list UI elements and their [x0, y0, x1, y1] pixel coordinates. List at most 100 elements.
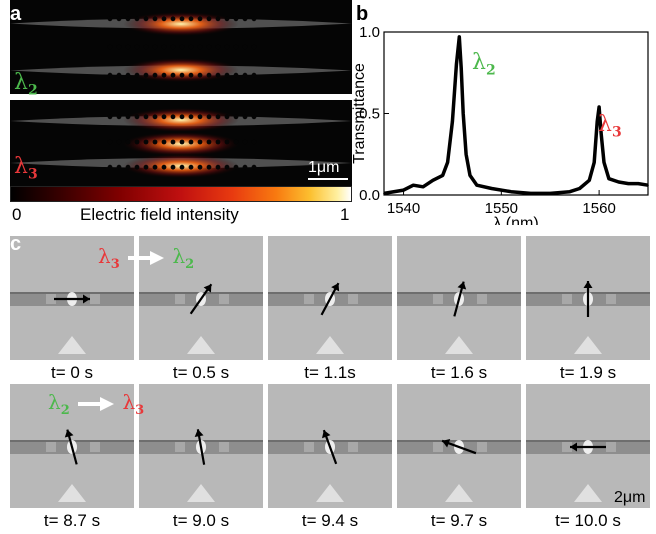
frame-image: [526, 281, 650, 354]
data-point: [446, 161, 449, 164]
photonic-hole: [170, 16, 176, 22]
photonic-hole: [107, 139, 113, 145]
microscope-frame: [526, 384, 650, 508]
photonic-hole: [179, 164, 185, 170]
photonic-hole: [179, 16, 185, 22]
frame-image: [139, 283, 263, 354]
data-point: [383, 192, 385, 195]
cavity-hole: [477, 294, 487, 304]
y-axis-label: Transmittance: [351, 63, 368, 164]
from-symbol: λ: [48, 390, 61, 414]
lambda-sub: 3: [27, 166, 38, 183]
photonic-hole: [197, 72, 203, 78]
peak2-label: λ2: [472, 52, 496, 81]
photonic-hole: [242, 114, 248, 120]
peak3-label: λ3: [598, 114, 622, 143]
data-point: [598, 106, 600, 108]
alignment-marker: [445, 484, 473, 502]
photonic-hole: [107, 44, 113, 50]
y-tick-label: 1.0: [359, 24, 380, 41]
photonic-hole: [134, 44, 140, 50]
frame-time-label: t= 0 s: [50, 363, 94, 382]
frame-image: [526, 440, 650, 502]
cavity-hole: [90, 442, 100, 452]
arrow-head-icon: [83, 294, 90, 304]
photonic-hole: [242, 164, 248, 170]
photonic-hole: [224, 44, 230, 50]
photonic-hole: [251, 114, 257, 120]
photonic-hole: [161, 139, 167, 145]
arrow-head-icon: [194, 429, 204, 437]
arrow-head-icon: [442, 439, 451, 448]
photonic-hole: [152, 139, 158, 145]
cavity-hole: [304, 442, 314, 452]
field-hotspot: [123, 108, 239, 132]
data-point: [458, 36, 461, 38]
cavity-hole: [46, 442, 56, 452]
colorbar-min-label: 0: [12, 205, 22, 224]
photonic-hole: [125, 139, 131, 145]
alignment-marker: [316, 336, 344, 354]
from-lambda: λ3: [98, 244, 120, 272]
cavity-hole: [433, 294, 443, 304]
alignment-marker: [574, 336, 602, 354]
frame-time-label: t= 0.5 s: [172, 363, 230, 382]
photonic-hole: [251, 16, 257, 22]
photonic-hole: [206, 114, 212, 120]
data-point: [462, 112, 464, 115]
data-point: [549, 192, 552, 195]
microscope-frame: [10, 384, 134, 508]
arrow-head-icon: [457, 281, 467, 290]
data-point: [617, 181, 620, 183]
frame-image: [397, 439, 521, 502]
photonic-hole: [161, 164, 167, 170]
lambda-sub: 2: [27, 82, 38, 99]
photonic-hole: [161, 44, 167, 50]
photonic-hole: [233, 139, 239, 145]
data-point: [469, 174, 471, 177]
photonic-hole: [143, 72, 149, 78]
simulation-bottom: [10, 100, 352, 194]
data-point: [412, 184, 415, 187]
alignment-marker: [187, 484, 215, 502]
photonic-hole: [179, 44, 185, 50]
arrow-head-icon: [583, 281, 593, 288]
photonic-hole: [134, 164, 140, 170]
frame-time-label: t= 1.9 s: [559, 363, 617, 382]
photonic-hole: [215, 16, 221, 22]
data-point: [432, 179, 434, 182]
colorbar: [10, 186, 352, 202]
data-point: [465, 153, 467, 156]
photonic-hole: [197, 139, 203, 145]
photonic-hole: [170, 139, 176, 145]
photonic-hole: [161, 16, 167, 22]
photonic-hole: [152, 114, 158, 120]
frame-image: [139, 429, 263, 502]
photonic-hole: [215, 44, 221, 50]
lambda-sub: 3: [611, 124, 622, 141]
photonic-hole: [224, 164, 230, 170]
frame-time-label: t= 9.7 s: [430, 511, 488, 530]
photonic-hole: [116, 114, 122, 120]
photonic-hole: [188, 114, 194, 120]
lambda-symbol: λ: [14, 154, 28, 179]
microscope-frame: [397, 384, 521, 508]
arrow-head-icon: [331, 283, 340, 292]
field-hotspot: [123, 12, 239, 36]
x-tick-label: 1540: [387, 200, 420, 217]
photonic-hole: [170, 114, 176, 120]
frame-image: [10, 429, 134, 502]
photonic-hole: [188, 72, 194, 78]
photonic-hole: [215, 164, 221, 170]
data-point: [441, 174, 444, 177]
alignment-marker: [445, 336, 473, 354]
data-point: [451, 120, 454, 123]
simulation-top-lambda: λ2: [14, 72, 38, 101]
photonic-hole: [206, 72, 212, 78]
photonic-hole: [161, 72, 167, 78]
alignment-marker: [574, 484, 602, 502]
photonic-hole: [206, 139, 212, 145]
frame-time-label: t= 1.1s: [304, 363, 356, 382]
cavity-hole: [219, 294, 229, 304]
cavity-hole: [562, 294, 572, 304]
